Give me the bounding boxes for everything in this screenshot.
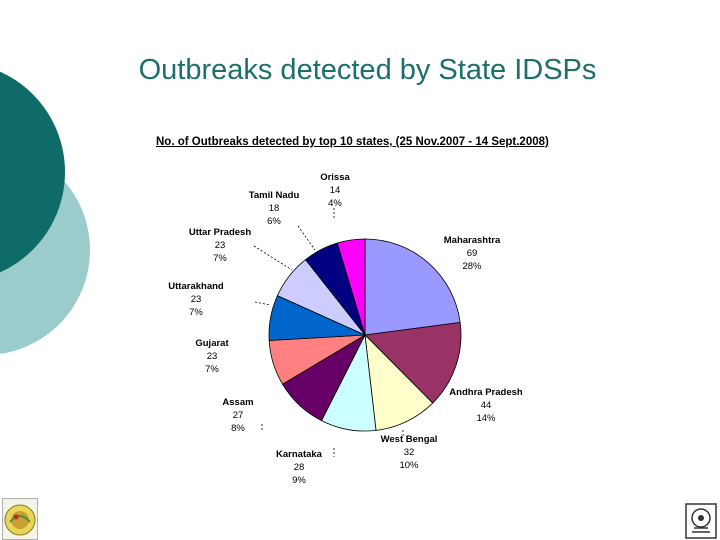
leader-line [253, 245, 293, 271]
logo-right-emblem [685, 503, 717, 539]
slice-percent: 7% [189, 307, 203, 318]
slice-name: West Bengal [380, 434, 438, 445]
slice-label-tamil-nadu: Tamil Nadu 18 6% [249, 189, 300, 228]
slice-value: 23 [206, 351, 218, 362]
slice-value: 23 [214, 240, 226, 251]
slice-name: Andhra Pradesh [449, 387, 523, 398]
slice-label-andhra-pradesh: Andhra Pradesh 44 14% [449, 386, 522, 425]
slice-name: Tamil Nadu [248, 190, 300, 201]
pie-slice-orissa [336, 238, 366, 336]
slice-name: Uttar Pradesh [188, 227, 252, 238]
chart-title: No. of Outbreaks detected by top 10 stat… [156, 136, 549, 148]
slice-label-maharashtra: Maharashtra 69 28% [444, 234, 501, 273]
slice-name: Gujarat [195, 338, 229, 349]
leader-line [254, 301, 271, 306]
slice-name: Assam [222, 397, 254, 408]
logo-left-emblem [2, 498, 38, 540]
slice-value: 69 [466, 248, 478, 259]
slice-label-west-bengal: West Bengal 32 10% [381, 433, 438, 472]
slice-percent: 14% [476, 413, 496, 424]
slice-name: Karnataka [276, 449, 322, 460]
slice-value: 14 [329, 185, 341, 196]
slice-name: Maharashtra [443, 235, 501, 246]
slice-percent: 7% [213, 253, 227, 264]
slice-value: 28 [293, 462, 305, 473]
slice-percent: 4% [328, 198, 342, 209]
slice-percent: 9% [292, 475, 306, 486]
slice-percent: 10% [399, 460, 419, 471]
slice-label-uttar-pradesh: Uttar Pradesh 23 7% [189, 226, 251, 265]
pie-slice-maharashtra [364, 238, 461, 336]
slice-percent: 28% [462, 261, 482, 272]
slice-percent: 8% [231, 423, 245, 434]
slice-value: 23 [190, 294, 202, 305]
slice-label-gujarat: Gujarat 23 7% [195, 337, 228, 376]
slice-value: 44 [480, 400, 492, 411]
decor-circle-dark [0, 71, 65, 273]
slice-name: Uttarakhand [168, 281, 224, 292]
slice-percent: 6% [267, 216, 281, 227]
pie-slice-andhra-pradesh [364, 322, 462, 404]
slice-label-karnataka: Karnataka 28 9% [276, 448, 322, 487]
slice-label-uttarakhand: Uttarakhand 23 7% [168, 280, 223, 319]
slice-name: Orissa [320, 172, 350, 183]
slide-title: Outbreaks detected by State IDSPs [138, 54, 597, 86]
slice-label-orissa: Orissa 14 4% [320, 171, 350, 210]
leader-line [297, 225, 316, 251]
slice-value: 18 [268, 203, 280, 214]
slice-label-assam: Assam 27 8% [222, 396, 253, 435]
slice-percent: 7% [205, 364, 219, 375]
slice-value: 27 [232, 410, 244, 421]
slice-value: 32 [403, 447, 415, 458]
